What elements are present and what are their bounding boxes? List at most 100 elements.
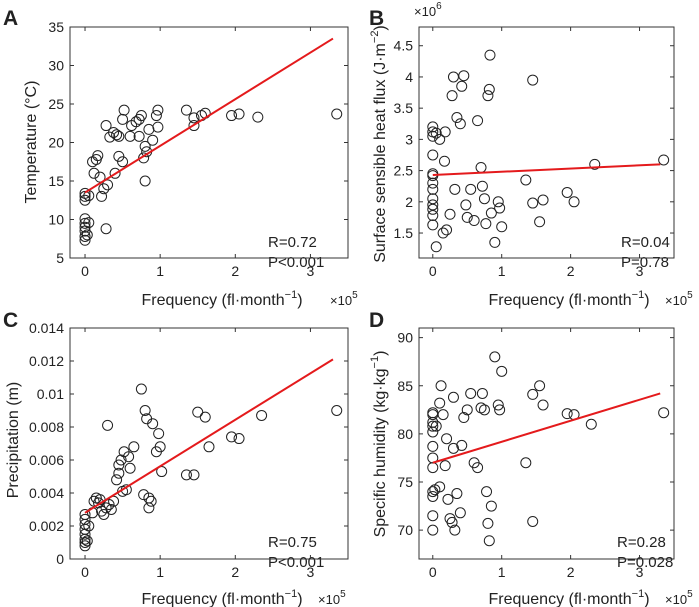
data-point-a	[98, 183, 110, 195]
fit-line-b	[432, 163, 661, 176]
data-point-a	[102, 179, 114, 191]
data-point-b	[427, 219, 439, 231]
data-point-a	[79, 213, 91, 225]
data-point-b	[534, 216, 546, 228]
data-point-a	[180, 104, 192, 116]
data-point-c	[128, 441, 140, 453]
y-tick-label-c: 0.008	[29, 419, 64, 435]
data-point-d	[461, 404, 473, 416]
data-point-d	[478, 404, 490, 416]
data-point-b	[434, 133, 446, 145]
data-point-b	[427, 130, 439, 142]
data-point-b	[456, 80, 468, 92]
panel-letter-c: C	[3, 309, 18, 332]
data-point-c	[135, 383, 147, 395]
data-point-d	[527, 388, 539, 400]
data-point-d	[658, 407, 670, 419]
x-tick-label-d: 1	[498, 564, 506, 580]
data-point-d	[427, 440, 439, 452]
stats-p-c: P<0.001	[268, 554, 324, 571]
data-point-a	[81, 229, 93, 241]
x-tick-label-d: 2	[567, 564, 575, 580]
data-point-b	[465, 183, 477, 195]
panel-letter-a: A	[3, 7, 18, 30]
data-point-d	[527, 515, 539, 527]
data-point-d	[427, 524, 439, 536]
data-point-b	[485, 207, 497, 219]
x-tick-label-a: 3	[307, 263, 315, 279]
data-point-d	[427, 407, 439, 419]
data-point-d	[465, 387, 477, 399]
data-point-b	[427, 210, 439, 222]
data-point-a	[135, 110, 147, 122]
data-point-c	[138, 489, 150, 501]
y-axis-label-d: Specific humidity (kg·kg−1)	[369, 351, 389, 538]
data-point-c	[105, 504, 117, 515]
x-multiplier-c: ×105	[318, 589, 346, 607]
data-point-a	[96, 190, 108, 202]
data-point-b	[439, 155, 450, 167]
data-point-d	[427, 420, 439, 432]
y-tick-label-b: 1.5	[394, 225, 414, 241]
data-point-d	[520, 457, 532, 469]
data-point-c	[79, 513, 91, 525]
data-point-b	[494, 202, 506, 214]
data-point-c	[154, 441, 166, 453]
data-point-d	[441, 433, 453, 445]
data-point-d	[561, 408, 573, 420]
data-point-a	[188, 112, 200, 124]
y-axis-label-a: Temperature (°C)	[23, 81, 40, 204]
data-point-a	[139, 140, 151, 152]
y-tick-label-b: 4	[405, 69, 413, 85]
data-point-a	[331, 108, 343, 120]
y-tick-label-b: 3	[405, 131, 413, 147]
fit-line-d	[432, 392, 661, 464]
data-point-b	[483, 83, 495, 95]
data-point-a	[252, 111, 264, 123]
x-tick-label-b: 0	[429, 263, 437, 279]
data-point-d	[451, 488, 463, 500]
data-point-c	[79, 508, 91, 520]
data-point-c	[79, 540, 91, 552]
data-point-d	[472, 462, 484, 474]
y-tick-label-b: 2	[405, 194, 413, 210]
stats-p-b: P=0.78	[621, 254, 669, 271]
data-point-b	[527, 197, 539, 209]
y-tick-label-a: 35	[48, 19, 64, 35]
data-point-c	[145, 495, 157, 507]
data-point-d	[489, 351, 501, 363]
x-tick-label-a: 2	[231, 263, 239, 279]
data-point-b	[482, 90, 494, 102]
data-point-b	[472, 115, 484, 127]
data-point-d	[447, 391, 459, 403]
data-point-d	[458, 412, 470, 424]
data-point-b	[489, 236, 501, 248]
data-point-c	[147, 418, 159, 430]
plot-area-d	[418, 327, 675, 560]
data-point-b	[451, 112, 463, 124]
data-point-a	[117, 156, 129, 168]
data-point-d	[430, 420, 442, 432]
plot-area-b	[418, 26, 675, 259]
y-tick-label-a: 5	[56, 250, 64, 266]
data-point-a	[79, 234, 91, 246]
data-point-c	[226, 431, 238, 443]
y-tick-label-c: 0.006	[29, 452, 64, 468]
stats-p-d: P=0.028	[617, 554, 673, 571]
x-tick-label-b: 1	[498, 263, 506, 279]
x-tick-label-b: 3	[636, 263, 644, 279]
data-point-a	[79, 217, 91, 229]
y-tick-label-c: 0	[56, 551, 64, 567]
data-point-d	[427, 490, 439, 502]
data-point-a	[139, 175, 151, 187]
data-point-c	[100, 502, 112, 514]
y-tick-label-a: 15	[48, 173, 64, 189]
x-tick-label-a: 1	[156, 263, 164, 279]
y-tick-label-c: 0.014	[29, 320, 64, 336]
y-tick-label-a: 25	[48, 96, 64, 112]
x-axis-label-a: Frequency (fl·month−1)	[141, 289, 302, 309]
y-tick-label-c: 0.002	[29, 518, 64, 534]
data-point-c	[102, 419, 114, 431]
data-point-a	[233, 108, 245, 120]
x-tick-label-d: 3	[636, 564, 644, 580]
